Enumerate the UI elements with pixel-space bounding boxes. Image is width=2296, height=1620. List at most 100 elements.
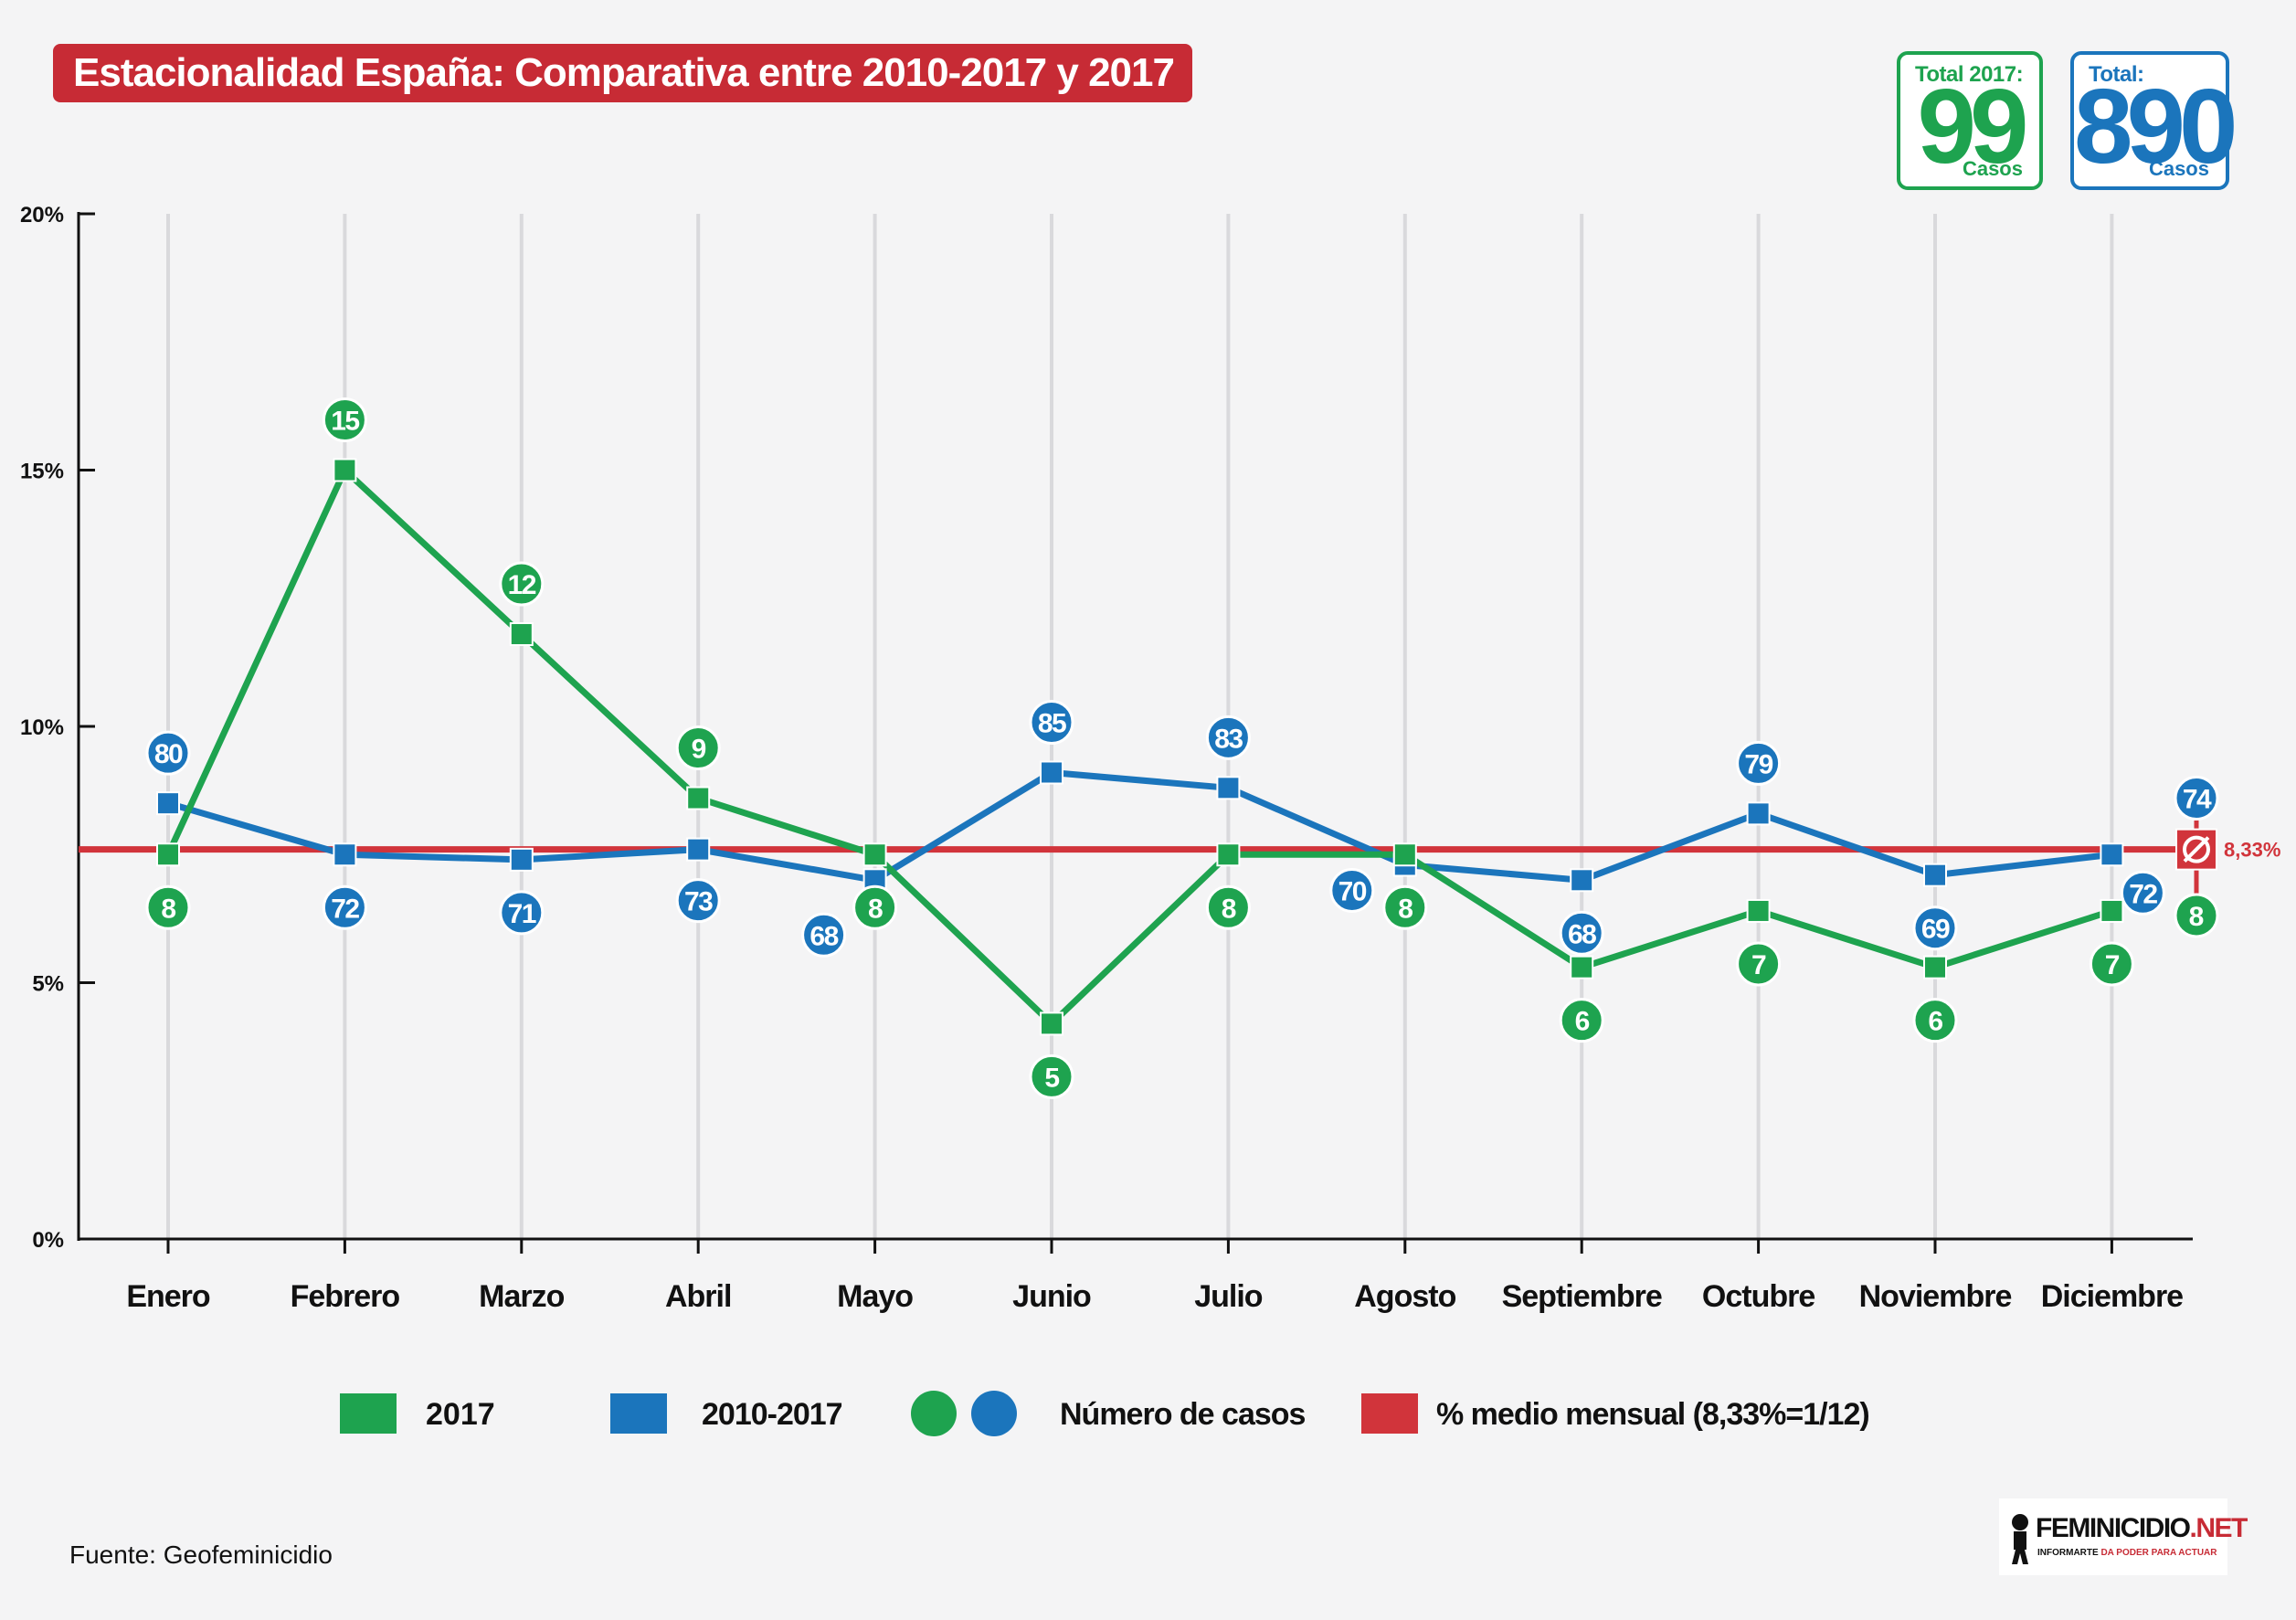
legend-label-average: % medio mensual (8,33%=1/12) <box>1436 1397 1869 1432</box>
case-count-circle <box>145 884 191 930</box>
total-2017-box: Total 2017: 99 Casos <box>1897 51 2043 190</box>
end-count-circle-2017 <box>2174 893 2219 938</box>
case-count-circle <box>1736 941 1782 987</box>
x-tick-label: Junio <box>1012 1279 1091 1314</box>
y-tick-label: 5% <box>32 972 64 997</box>
case-count-circle <box>1736 740 1782 786</box>
series-line-2017 <box>164 467 2113 1027</box>
data-point-2017 <box>1923 955 1947 979</box>
data-point-2010-2017 <box>1923 863 1947 887</box>
case-count-circle <box>1382 884 1428 930</box>
legend-circle-blue <box>971 1391 1017 1436</box>
case-count-circle <box>675 878 721 924</box>
x-tick-label: Abril <box>665 1279 731 1314</box>
case-count-circle <box>1205 884 1251 930</box>
data-point-2017 <box>1746 898 1771 923</box>
total-all-box: Total: 890 Casos <box>2070 51 2238 190</box>
legend-swatch-2017 <box>340 1393 397 1434</box>
x-tick-label: Octubre <box>1702 1279 1815 1314</box>
case-count-label: 6 <box>1575 1007 1590 1037</box>
x-tick-label: Febrero <box>291 1279 400 1314</box>
case-count-label: 5 <box>1044 1063 1059 1093</box>
silhouette-icon <box>2012 1514 2028 1564</box>
data-point-2010-2017 <box>686 837 711 862</box>
case-count-circle <box>499 890 545 936</box>
series-line-2010-2017 <box>167 768 2112 884</box>
case-count-circle <box>1559 910 1604 956</box>
average-icon-ring <box>2183 835 2210 863</box>
case-count-label: 79 <box>1744 749 1772 779</box>
data-point-2017 <box>1216 842 1241 867</box>
data-point-2017 <box>1040 1011 1063 1036</box>
case-count-label: 7 <box>2105 950 2120 980</box>
case-count-label: 70 <box>1338 876 1367 906</box>
reference-line-label: 8,33% <box>2224 839 2280 862</box>
case-count-circle <box>322 884 367 930</box>
case-count-label: 69 <box>1921 915 1950 945</box>
y-tick-label: 10% <box>20 715 64 740</box>
case-count-label: 7 <box>1751 950 1766 980</box>
x-tick-label: Mayo <box>837 1279 913 1314</box>
case-count-label: 71 <box>508 899 536 929</box>
data-point-2017 <box>1392 842 1417 867</box>
case-count-label: 8 <box>868 894 883 924</box>
case-count-circle <box>1029 1054 1074 1099</box>
source-note: Fuente: Geofeminicidio <box>69 1541 333 1569</box>
data-point-2017 <box>686 786 711 810</box>
case-count-circle <box>499 561 545 607</box>
y-tick-label: 0% <box>32 1228 64 1253</box>
x-tick-label: Agosto <box>1354 1279 1455 1314</box>
legend-circle-green <box>911 1391 957 1436</box>
logo-tagline: INFORMARTE DA PODER PARA ACTUAR <box>2037 1548 2217 1558</box>
data-point-2010-2017 <box>333 842 357 867</box>
case-count-label: 83 <box>1214 724 1243 754</box>
total-2017-value: 99 <box>1917 67 2028 185</box>
case-count-circle <box>801 912 847 958</box>
data-point-2010-2017 <box>2100 842 2124 867</box>
data-point-2010-2017 <box>1746 801 1771 826</box>
legend-swatch-2010-2017 <box>610 1393 667 1434</box>
feminicidio-logo[interactable]: FEMINICIDIO.NET INFORMARTE DA PODER PARA… <box>1999 1498 2248 1575</box>
total-all-label: Total: <box>2089 62 2144 87</box>
end-count-circle-2010-2017 <box>2174 776 2219 821</box>
total-all-unit: Casos <box>2148 157 2209 180</box>
data-point-2017 <box>509 622 534 647</box>
case-count-circle <box>1912 905 1958 951</box>
case-count-circle <box>145 730 191 776</box>
logo-brand: FEMINICIDIO.NET <box>2036 1513 2248 1543</box>
data-point-2017 <box>862 842 887 867</box>
legend-swatch-average <box>1361 1393 1418 1434</box>
case-count-label: 72 <box>2129 879 2157 909</box>
data-point-2010-2017 <box>1040 760 1063 785</box>
case-count-circle <box>322 397 367 442</box>
chart-title: Estacionalidad España: Comparativa entre… <box>53 44 1192 102</box>
total-2017-label: Total 2017: <box>1915 62 2024 87</box>
y-tick-label: 20% <box>20 203 64 228</box>
end-count-label-2017: 8 <box>2189 902 2205 932</box>
data-point-2017 <box>2100 898 2124 923</box>
end-count-label-2010-2017: 74 <box>2183 785 2212 815</box>
x-tick-label: Diciembre <box>2041 1279 2183 1314</box>
data-point-2010-2017 <box>156 791 180 816</box>
data-point-2010-2017 <box>509 847 534 872</box>
case-count-label: 8 <box>161 894 175 924</box>
case-count-label: 80 <box>154 739 183 769</box>
case-count-circle <box>852 884 898 930</box>
case-count-label: 6 <box>1928 1007 1942 1037</box>
total-all-value: 890 <box>2074 67 2238 185</box>
data-point-2017 <box>156 842 180 867</box>
data-point-2010-2017 <box>1570 868 1594 893</box>
case-count-circle <box>1559 998 1604 1043</box>
case-count-label: 8 <box>1222 894 1236 924</box>
case-count-circle <box>1205 715 1251 760</box>
legend-label-cases: Número de casos <box>1060 1397 1306 1432</box>
case-count-circle <box>2089 941 2134 987</box>
legend-label-2017: 2017 <box>426 1397 495 1432</box>
total-2017-unit: Casos <box>1962 157 2023 180</box>
case-count-circle <box>1029 699 1074 745</box>
case-count-circle <box>1329 867 1375 913</box>
case-count-circle <box>2120 870 2165 916</box>
y-tick-label: 15% <box>20 460 64 484</box>
x-tick-label: Enero <box>126 1279 210 1314</box>
case-count-label: 85 <box>1038 708 1066 738</box>
